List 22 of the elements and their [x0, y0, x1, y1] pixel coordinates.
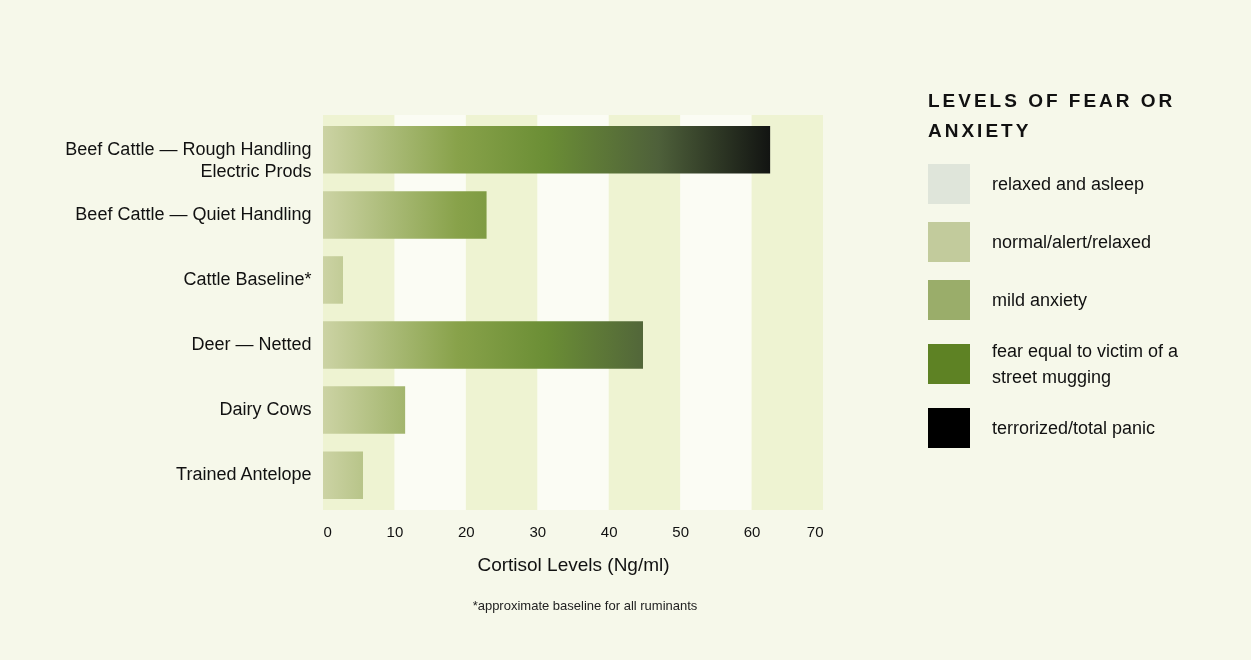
- y-tick-label: Beef Cattle — Rough Handling Electric Prods: [65, 138, 312, 181]
- x-tick-label: 20: [458, 522, 475, 540]
- y-tick-label: Dairy Cows: [219, 399, 312, 420]
- x-tick-label: 50: [672, 522, 689, 540]
- x-tick-label: 30: [529, 522, 547, 540]
- y-tick-label: Beef Cattle — Quiet Handling: [75, 203, 312, 224]
- text: mild anxiety: [992, 289, 1088, 312]
- x-tick-label: 10: [386, 522, 404, 540]
- legend-title: LEVELS OF FEAR OR ANXIETY: [928, 89, 1177, 143]
- x-axis-title: Cortisol Levels (Ng/ml): [477, 553, 670, 575]
- x-tick-label: 40: [600, 522, 618, 540]
- text: fear equal to victim of a street mugging: [992, 340, 1180, 389]
- text: normal/alert/relaxed: [992, 231, 1152, 254]
- text: terrorized/total panic: [992, 417, 1156, 440]
- x-tick-label: 70: [806, 522, 824, 540]
- y-tick-label: Deer — Netted: [191, 334, 312, 355]
- y-tick-label: Cattle Baseline*: [183, 268, 312, 289]
- text: relaxed and asleep: [992, 173, 1145, 196]
- y-tick-label: Trained Antelope: [176, 464, 312, 485]
- x-tick-label: 60: [743, 522, 761, 540]
- x-tick-label: 0: [323, 522, 332, 540]
- text: *approximate baseline for all ruminants: [471, 598, 699, 613]
